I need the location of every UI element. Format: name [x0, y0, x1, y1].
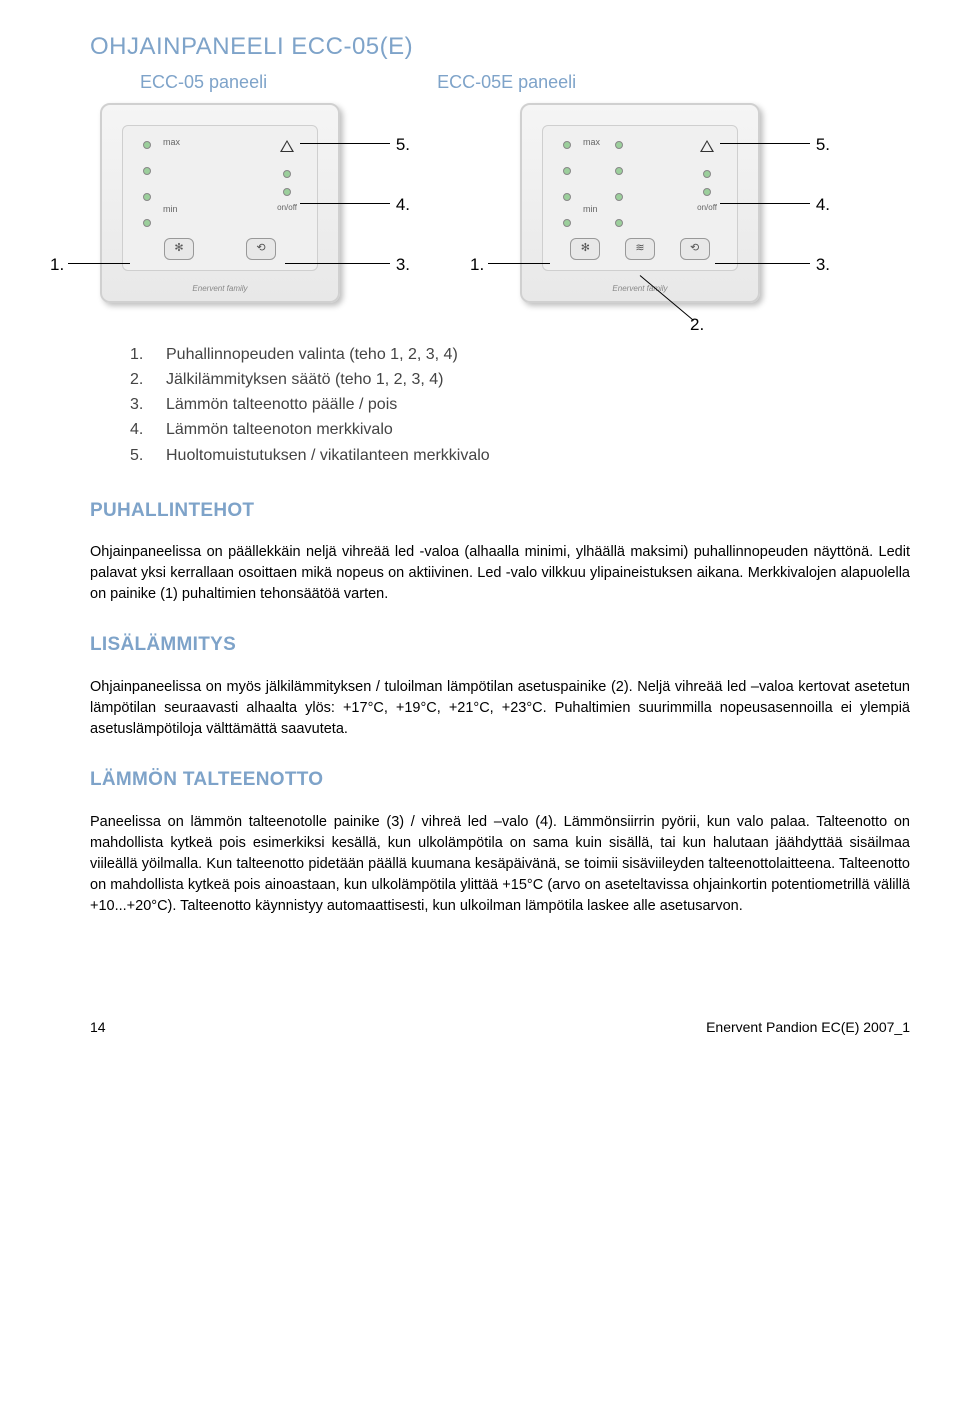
led-labels: max min	[163, 136, 180, 216]
callout-line	[285, 263, 390, 264]
led-labels: max min	[583, 136, 600, 216]
button-row: ✻ ⟲	[123, 238, 317, 260]
recovery-button: ⟲	[246, 238, 276, 260]
led-icon	[283, 170, 291, 178]
legend-num: 2.	[130, 368, 150, 391]
led-column-center	[615, 141, 623, 227]
doc-id: Enervent Pandion EC(E) 2007_1	[706, 1017, 910, 1037]
legend-item: 4. Lämmön talteenoton merkkivalo	[130, 418, 910, 441]
heat-button: ≋	[625, 238, 655, 260]
led-icon	[283, 188, 291, 196]
legend-text: Jälkilämmityksen säätö (teho 1, 2, 3, 4)	[166, 368, 443, 391]
section-title-lisalammitys: LISÄLÄMMITYS	[90, 631, 910, 659]
led-icon	[563, 141, 571, 149]
page-title: OHJAINPANEELI ECC-05(E)	[90, 30, 910, 65]
alert-icon	[700, 140, 714, 152]
min-label: min	[163, 203, 180, 216]
max-label: max	[163, 136, 180, 149]
onoff-label: on/off	[697, 202, 717, 214]
legend-num: 3.	[130, 393, 150, 416]
led-icon	[143, 193, 151, 201]
brand-label: Enervent family	[102, 283, 338, 295]
legend-item: 3. Lämmön talteenotto päälle / pois	[130, 393, 910, 416]
section-title-puhallintehot: PUHALLINTEHOT	[90, 497, 910, 525]
callout-4: 4.	[396, 193, 410, 218]
subtitle-ecc05: ECC-05 paneeli	[140, 69, 267, 95]
panel-inner: max min on/off ✻ ⟲	[122, 125, 318, 271]
panel-ecc05e-group: max min on/off	[470, 103, 830, 323]
subtitle-ecc05e: ECC-05E paneeli	[437, 69, 576, 95]
led-icon	[563, 167, 571, 175]
callout-4b: 4.	[816, 193, 830, 218]
panel-right-block: on/off	[277, 140, 297, 214]
panel-right-block: on/off	[697, 140, 717, 214]
led-icon	[615, 219, 623, 227]
section-body: Ohjainpaneelissa on myös jälkilämmitykse…	[90, 677, 910, 740]
callout-line	[488, 263, 550, 264]
brand-label: Enervent family	[522, 283, 758, 295]
callout-5: 5.	[396, 133, 410, 158]
legend-num: 4.	[130, 418, 150, 441]
legend-num: 1.	[130, 343, 150, 366]
callout-line	[720, 203, 810, 204]
led-column	[143, 141, 151, 227]
led-icon	[615, 167, 623, 175]
onoff-label: on/off	[277, 202, 297, 214]
button-row: ✻ ≋ ⟲	[543, 238, 737, 260]
alert-icon	[280, 140, 294, 152]
legend-text: Huoltomuistutuksen / vikatilanteen merkk…	[166, 444, 490, 467]
legend-text: Puhallinnopeuden valinta (teho 1, 2, 3, …	[166, 343, 458, 366]
callout-line	[720, 143, 810, 144]
led-icon	[563, 193, 571, 201]
panel-subtitles: ECC-05 paneeli ECC-05E paneeli	[140, 69, 910, 95]
fan-button: ✻	[164, 238, 194, 260]
callout-line	[715, 263, 810, 264]
panel-ecc05-group: max min on/off ✻ ⟲ Enervent family	[50, 103, 410, 323]
min-label: min	[583, 203, 600, 216]
section-body: Paneelissa on lämmön talteenotolle paini…	[90, 812, 910, 917]
legend-num: 5.	[130, 444, 150, 467]
callout-3: 3.	[396, 253, 410, 278]
legend-list: 1. Puhallinnopeuden valinta (teho 1, 2, …	[130, 343, 910, 467]
recovery-button: ⟲	[680, 238, 710, 260]
callout-1b: 1.	[470, 253, 484, 278]
callout-3b: 3.	[816, 253, 830, 278]
legend-item: 5. Huoltomuistutuksen / vikatilanteen me…	[130, 444, 910, 467]
callout-5b: 5.	[816, 133, 830, 158]
panels-diagram-row: max min on/off ✻ ⟲ Enervent family	[50, 103, 910, 323]
led-icon	[143, 141, 151, 149]
led-icon	[615, 141, 623, 149]
max-label: max	[583, 136, 600, 149]
led-icon	[703, 188, 711, 196]
led-column	[563, 141, 571, 227]
callout-line	[68, 263, 130, 264]
legend-item: 1. Puhallinnopeuden valinta (teho 1, 2, …	[130, 343, 910, 366]
legend-text: Lämmön talteenotto päälle / pois	[166, 393, 397, 416]
led-icon	[615, 193, 623, 201]
led-icon	[143, 219, 151, 227]
right-leds	[277, 170, 297, 196]
right-leds	[697, 170, 717, 196]
led-icon	[563, 219, 571, 227]
section-title-lammontalteenotto: LÄMMÖN TALTEENOTTO	[90, 766, 910, 794]
legend-text: Lämmön talteenoton merkkivalo	[166, 418, 393, 441]
fan-button: ✻	[570, 238, 600, 260]
panel-inner: max min on/off	[542, 125, 738, 271]
callout-1: 1.	[50, 253, 64, 278]
callout-line	[300, 143, 390, 144]
callout-line	[300, 203, 390, 204]
led-icon	[703, 170, 711, 178]
legend-item: 2. Jälkilämmityksen säätö (teho 1, 2, 3,…	[130, 368, 910, 391]
led-icon	[143, 167, 151, 175]
callout-2: 2.	[690, 313, 704, 338]
page-number: 14	[90, 1017, 106, 1037]
page-footer: 14 Enervent Pandion EC(E) 2007_1	[90, 1017, 910, 1037]
section-body: Ohjainpaneelissa on päällekkäin neljä vi…	[90, 542, 910, 605]
